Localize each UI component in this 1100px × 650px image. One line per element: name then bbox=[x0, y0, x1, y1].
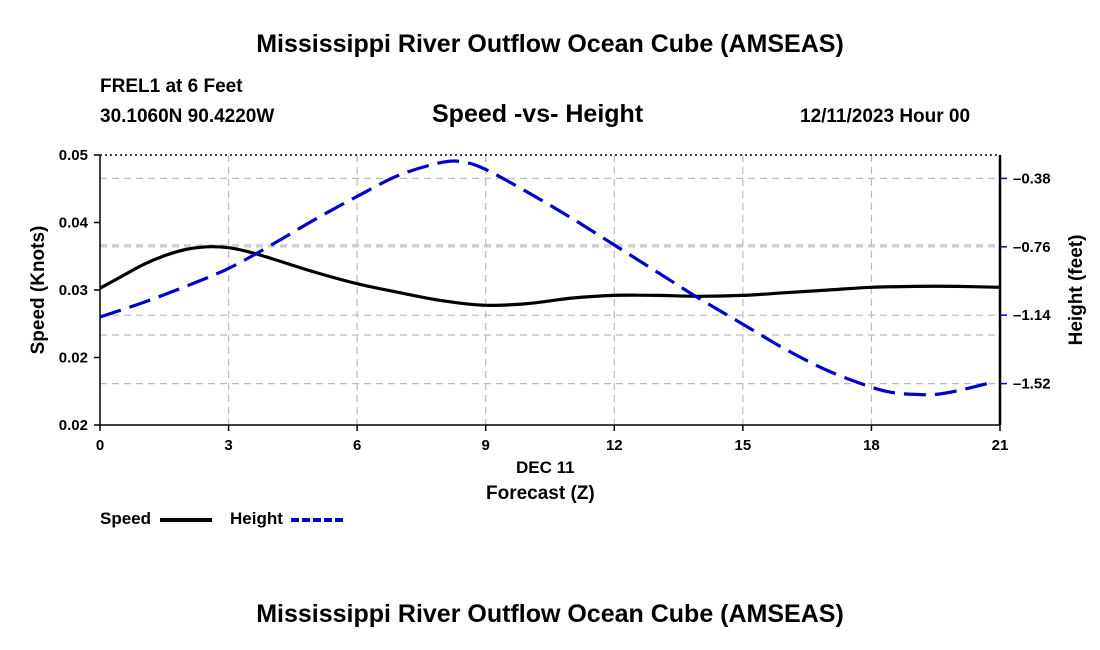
x-axis-title: Forecast (Z) bbox=[486, 483, 595, 504]
y2-tick-label: –1.14 bbox=[1013, 307, 1051, 324]
grid bbox=[100, 155, 1000, 425]
station-label: FREL1 at 6 Feet bbox=[100, 76, 243, 97]
legend-speed-label: Speed bbox=[100, 509, 152, 528]
y2-tick-label: –0.38 bbox=[1013, 170, 1051, 187]
y-axis-title: Speed (Knots) bbox=[28, 226, 49, 355]
x-tick-label: 3 bbox=[224, 437, 232, 454]
legend-height-label: Height bbox=[230, 509, 283, 528]
chart-title: Speed -vs- Height bbox=[432, 100, 644, 128]
legend-height-swatch bbox=[291, 518, 343, 522]
x-axis-date-label: DEC 11 bbox=[516, 458, 575, 477]
speed-series-line bbox=[99, 245, 1001, 307]
x-tick-label: 21 bbox=[992, 437, 1009, 454]
x-tick-label: 12 bbox=[606, 437, 623, 454]
legend-speed-swatch bbox=[160, 518, 212, 522]
x-tick-label: 9 bbox=[482, 437, 490, 454]
height-series-line bbox=[99, 159, 988, 397]
y2-tick-label: –1.52 bbox=[1013, 376, 1051, 393]
bottom-title: Mississippi River Outflow Ocean Cube (AM… bbox=[256, 600, 844, 628]
y-tick-label: 0.04 bbox=[59, 215, 89, 232]
y-tick-label: 0.02 bbox=[59, 350, 88, 367]
y-tick-label: 0.05 bbox=[59, 147, 88, 164]
x-tick-label: 6 bbox=[353, 437, 361, 454]
y-tick-label: 0.02 bbox=[59, 417, 88, 434]
y2-tick-label: –0.76 bbox=[1013, 239, 1051, 256]
forecast-datetime: 12/11/2023 Hour 00 bbox=[800, 106, 971, 127]
axis-labels: 0 3 6 9 12 15 18 21 0.02 0.02 0.03 0.04 0.05 –1.52 –1.… bbox=[28, 147, 1087, 454]
station-coords: 30.1060N 90.4220W bbox=[100, 106, 275, 127]
y-tick-label: 0.03 bbox=[59, 282, 88, 299]
y2-axis-title: Height (feet) bbox=[1066, 235, 1087, 346]
series bbox=[99, 159, 1001, 397]
axes bbox=[94, 154, 1007, 431]
x-tick-label: 15 bbox=[735, 437, 752, 454]
x-tick-label: 18 bbox=[863, 437, 880, 454]
x-tick-label: 0 bbox=[96, 437, 104, 454]
main-title: Mississippi River Outflow Ocean Cube (AM… bbox=[256, 30, 844, 58]
